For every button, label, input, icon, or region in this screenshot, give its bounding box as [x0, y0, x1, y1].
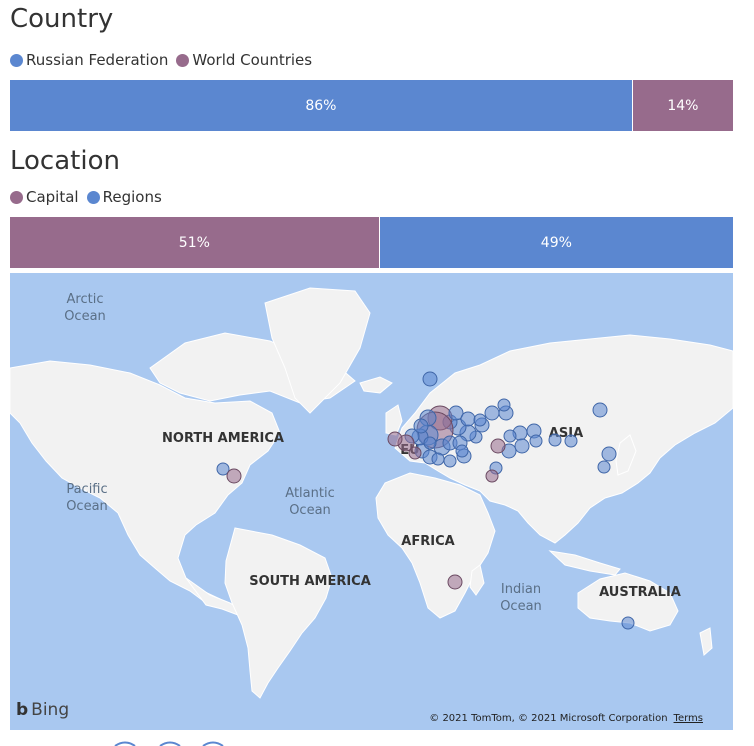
ocean-label-atlantic-line1: Atlantic — [285, 486, 334, 501]
land-madagascar — [469, 564, 485, 596]
legend-dot-world-countries — [176, 53, 190, 67]
land-new-zealand — [699, 627, 713, 656]
ocean-label-indian-line1: Indian — [501, 582, 541, 597]
region-bubble[interactable] — [460, 411, 476, 427]
legend-item-russian-federation[interactable]: Russian Federation — [10, 51, 168, 69]
region-bubble[interactable] — [484, 405, 500, 421]
region-bubble[interactable] — [448, 405, 464, 421]
region-bubble[interactable] — [621, 616, 635, 630]
region-bubble[interactable] — [503, 429, 517, 443]
legend-dot-capital — [10, 190, 23, 204]
region-label-north-america: NORTH AMERICA — [162, 431, 284, 446]
land-north-america — [10, 360, 281, 604]
ocean-label-pacific: Pacific Ocean — [66, 482, 108, 514]
region-bubble[interactable] — [431, 452, 445, 466]
region-bubble[interactable] — [597, 460, 611, 474]
legend-item-regions[interactable]: Regions — [86, 188, 162, 206]
ocean-label-indian: Indian Ocean — [500, 582, 542, 614]
region-bubble[interactable] — [601, 446, 617, 462]
land-iceland — [359, 376, 393, 394]
capital-bubble[interactable] — [226, 468, 242, 484]
land-uk — [385, 404, 403, 436]
bing-logo: b Bing — [16, 700, 69, 720]
next-visual-edge — [114, 741, 224, 746]
terms-link[interactable]: Terms — [673, 713, 703, 724]
region-bubble[interactable] — [413, 418, 429, 434]
legend-item-world-countries[interactable]: World Countries — [176, 51, 312, 69]
land-south-america — [224, 527, 333, 699]
country-bar-segment-russian-federation[interactable]: 86% — [10, 80, 632, 131]
region-bubble[interactable] — [592, 402, 608, 418]
country-bar-segment-world-countries[interactable]: 14% — [631, 80, 733, 131]
legend-label-capital: Capital — [26, 188, 79, 206]
location-title: Location — [10, 146, 120, 176]
region-bubble[interactable] — [422, 371, 438, 387]
ocean-label-arctic-line1: Arctic — [67, 292, 104, 307]
region-bubble[interactable] — [455, 444, 469, 458]
bing-wordmark: Bing — [31, 700, 70, 720]
land-greenland — [264, 287, 371, 414]
region-bubble[interactable] — [548, 433, 562, 447]
location-bar: 51% 49% — [10, 217, 733, 268]
region-bubble[interactable] — [473, 413, 487, 427]
capital-bubble[interactable] — [485, 469, 499, 483]
location-legend: Capital Regions — [10, 188, 162, 206]
ocean-label-atlantic-line2: Ocean — [289, 503, 331, 518]
region-label-africa: AFRICA — [401, 534, 454, 549]
location-bar-segment-regions[interactable]: 49% — [378, 217, 733, 268]
capital-bubble[interactable] — [387, 431, 403, 447]
region-bubble[interactable] — [529, 434, 543, 448]
region-bubble[interactable] — [497, 398, 511, 412]
legend-label-regions: Regions — [102, 188, 162, 206]
region-bubble[interactable] — [216, 462, 230, 476]
region-bubble[interactable] — [423, 436, 437, 450]
region-label-australia: AUSTRALIA — [599, 585, 681, 600]
ocean-label-atlantic: Atlantic Ocean — [285, 486, 334, 518]
country-legend: Russian Federation World Countries — [10, 51, 312, 69]
partial-circle-1 — [114, 741, 136, 746]
region-bubble[interactable] — [564, 434, 578, 448]
land-eurasia — [394, 334, 733, 544]
land-africa — [375, 472, 496, 619]
legend-label-world-countries: World Countries — [192, 51, 313, 69]
legend-label-russian-federation: Russian Federation — [26, 51, 169, 69]
country-title: Country — [10, 4, 114, 34]
partial-circle-2 — [159, 741, 181, 746]
legend-dot-russian-federation — [10, 53, 23, 67]
ocean-label-arctic-line2: Ocean — [64, 309, 106, 324]
legend-dot-regions — [86, 190, 100, 204]
map-attribution: © 2021 TomTom, © 2021 Microsoft Corporat… — [429, 713, 703, 724]
region-label-south-america: SOUTH AMERICA — [249, 574, 371, 589]
ocean-label-arctic: Arctic Ocean — [64, 292, 106, 324]
map-bubbles — [216, 371, 635, 630]
bing-icon: b — [16, 700, 29, 720]
land-australia — [577, 572, 679, 632]
ocean-label-pacific-line2: Ocean — [66, 499, 108, 514]
capital-bubble[interactable] — [490, 438, 506, 454]
map-canvas: Arctic Ocean Pacific Ocean Atlantic Ocean I… — [10, 287, 733, 699]
legend-item-capital[interactable]: Capital — [10, 188, 79, 206]
partial-circle-3 — [202, 741, 224, 746]
location-bar-segment-capital[interactable]: 51% — [10, 217, 379, 268]
attribution-text: © 2021 TomTom, © 2021 Microsoft Corporat… — [429, 713, 668, 724]
ocean-label-indian-line2: Ocean — [500, 599, 542, 614]
continents — [10, 287, 733, 699]
capital-bubble[interactable] — [447, 574, 463, 590]
ocean-label-pacific-line1: Pacific — [66, 482, 107, 497]
land-indonesia — [548, 550, 621, 576]
region-bubble[interactable] — [443, 454, 457, 468]
country-bar: 86% 14% — [10, 80, 733, 131]
world-map[interactable]: Arctic Ocean Pacific Ocean Atlantic Ocean I… — [10, 273, 733, 730]
region-bubble[interactable] — [514, 438, 530, 454]
land-japan — [615, 434, 637, 476]
capital-bubble[interactable] — [408, 446, 422, 460]
